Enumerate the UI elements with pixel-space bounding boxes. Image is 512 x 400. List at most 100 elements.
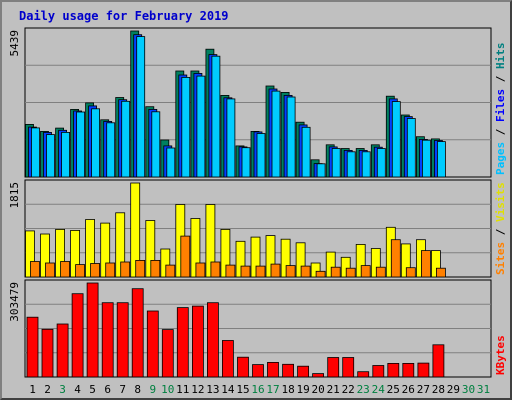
bar-visits-day-4 [70,229,80,278]
bar-pages-day-17 [271,90,281,178]
bar-kbytes-day-10 [161,329,174,378]
bar-sites-day-21 [330,266,341,278]
bar-pages-day-10 [166,147,176,178]
bar-pages-day-9 [151,111,161,178]
bar-pages-day-21 [331,148,341,178]
x-tick-day-13: 13 [206,383,219,396]
bar-visits-day-21 [325,251,336,278]
bar-visits-day-18 [280,238,291,278]
bar-kbytes-day-22 [342,357,355,378]
x-tick-day-25: 25 [387,383,400,396]
bar-kbytes-day-18 [282,363,295,378]
panel-visits-sites: 1815 Sites / Visits [8,179,507,278]
bar-pages-day-4 [76,111,85,178]
bar-visits-day-16 [250,236,261,278]
y-max-label: 303479 [8,282,21,322]
x-tick-day-7: 7 [119,383,126,396]
bar-sites-day-12 [195,262,206,278]
x-tick-day-22: 22 [342,383,355,396]
bar-sites-day-27 [420,250,431,278]
x-tick-day-26: 26 [402,383,415,396]
x-tick-day-4: 4 [74,383,81,396]
x-tick-day-17: 17 [266,383,279,396]
bar-visits-day-17 [265,235,276,278]
bar-sites-day-20 [315,270,326,278]
bar-sites-day-3 [60,261,70,278]
bar-sites-day-16 [255,265,266,278]
x-tick-day-18: 18 [281,383,294,396]
bar-kbytes-day-1 [26,316,39,378]
bar-kbytes-day-16 [252,364,264,378]
bar-visits-day-12 [190,218,201,278]
bar-sites-day-17 [270,263,281,278]
x-tick-day-24: 24 [372,383,386,396]
bar-visits-day-14 [220,228,231,278]
bar-sites-day-24 [375,266,386,278]
bar-sites-day-11 [180,235,191,278]
x-tick-day-2: 2 [44,383,51,396]
y-max-label: 5439 [8,30,21,57]
bar-pages-day-25 [391,101,401,178]
x-tick-day-14: 14 [221,383,235,396]
bar-kbytes-day-27 [417,362,430,378]
bar-sites-day-22 [345,267,356,278]
bar-kbytes-day-28 [432,344,445,378]
bar-pages-day-16 [256,133,266,178]
bar-sites-day-25 [390,239,401,278]
legend-entry-files: Files [494,89,507,122]
bar-pages-day-13 [211,55,221,178]
bar-visits-day-6 [100,222,111,278]
bar-visits-day-13 [205,204,216,278]
bar-visits-day-19 [295,242,306,278]
x-tick-day-15: 15 [236,383,249,396]
x-tick-day-21: 21 [327,383,340,396]
bar-visits-day-9 [145,220,156,278]
legend: Sites / Visits [494,182,507,275]
bar-pages-day-27 [421,139,431,178]
bar-visits-day-2 [40,233,50,278]
bar-pages-day-14 [226,98,236,178]
bar-sites-day-28 [435,267,446,278]
x-tick-day-6: 6 [104,383,111,396]
bar-sites-day-5 [90,263,100,278]
bar-kbytes-day-14 [221,340,234,378]
panel-kbytes: 303479 KBytes [8,279,507,378]
bar-kbytes-day-21 [327,357,340,378]
bar-sites-day-2 [45,262,55,278]
bar-kbytes-day-12 [191,305,204,378]
chart-title: Daily usage for February 2019 [19,9,229,23]
bar-visits-day-1 [25,230,35,278]
bar-sites-day-10 [165,264,176,278]
bar-sites-day-9 [150,259,161,278]
bar-pages-day-6 [106,122,116,178]
bar-kbytes-day-25 [387,362,400,378]
x-tick-day-8: 8 [134,383,141,396]
bar-kbytes-day-19 [297,365,310,378]
bar-visits-day-24 [370,248,381,278]
bar-kbytes-day-4 [71,293,84,378]
bar-sites-day-13 [210,261,221,278]
bar-sites-day-6 [105,262,116,278]
bar-sites-day-1 [30,261,40,278]
legend-entry-hits: Hits [494,43,507,70]
legend: KBytes [494,335,507,375]
x-tick-day-10: 10 [161,383,174,396]
bar-kbytes-day-15 [237,356,249,378]
bar-pages-day-23 [361,151,371,178]
x-tick-day-28: 28 [432,383,445,396]
x-tick-day-1: 1 [29,383,36,396]
x-tick-day-31: 31 [477,383,490,396]
bar-sites-day-18 [285,265,296,278]
x-tick-day-29: 29 [447,383,460,396]
x-tick-day-9: 9 [149,383,156,396]
y-max-label: 1815 [8,182,21,209]
bar-visits-day-10 [160,248,171,278]
panel-hits-files-pages: 5439 Pages / Files / Hits [8,27,507,178]
bar-pages-day-22 [346,151,356,178]
x-tick-day-3: 3 [59,383,66,396]
bar-pages-day-28 [436,141,446,178]
bar-kbytes-day-20 [312,373,325,378]
bar-kbytes-day-2 [41,328,54,378]
x-tick-day-5: 5 [89,383,96,396]
